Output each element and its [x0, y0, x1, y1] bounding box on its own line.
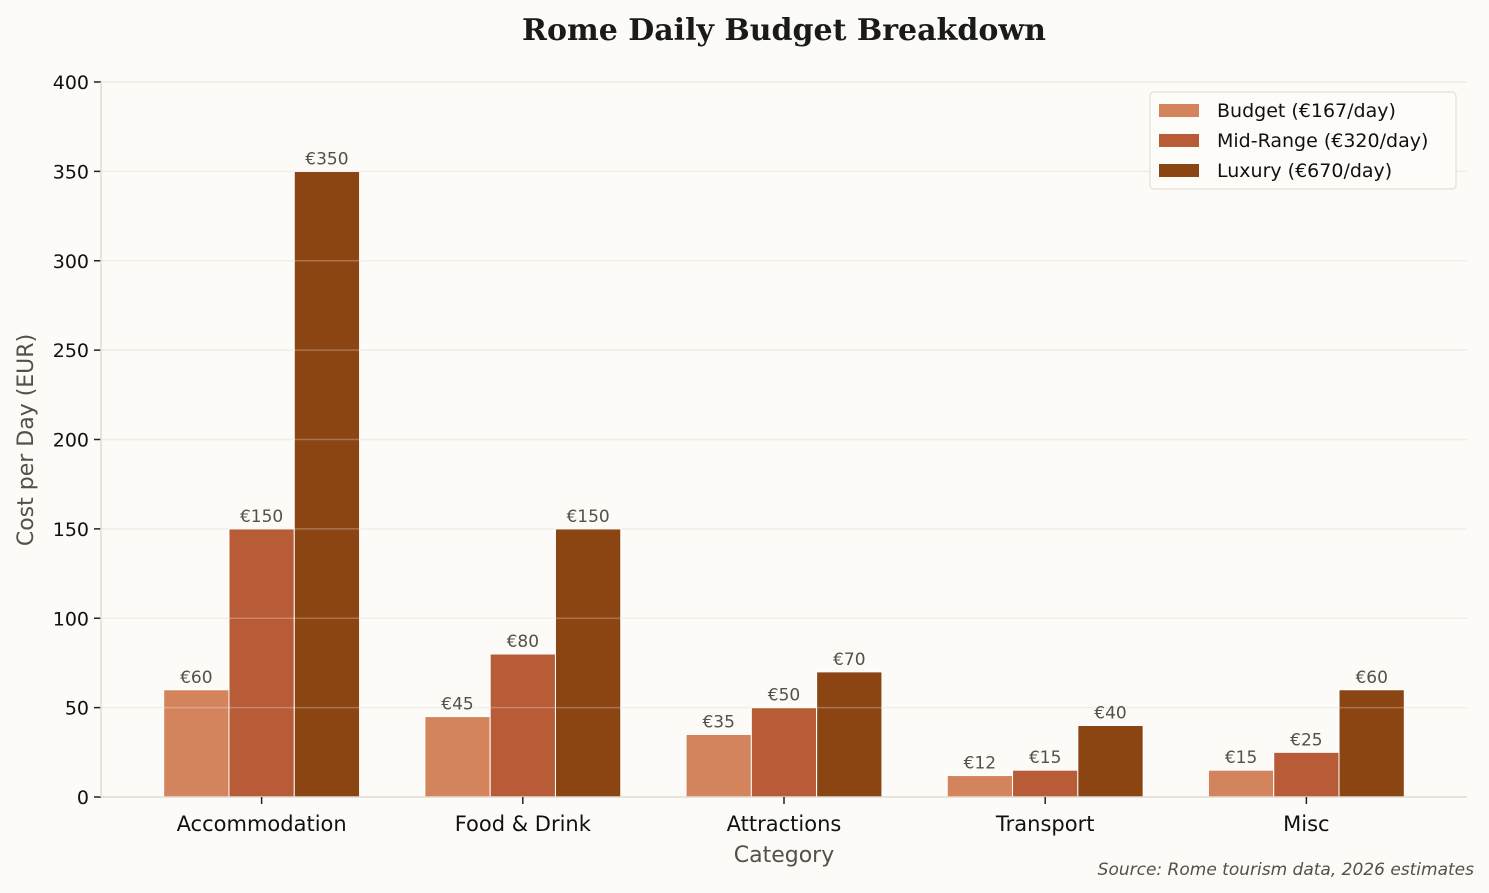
bar	[1077, 725, 1144, 798]
bar	[424, 716, 491, 798]
bar	[1273, 751, 1340, 798]
y-tick-label: 300	[53, 251, 89, 273]
data-label: €150	[566, 507, 609, 527]
data-label: €25	[1290, 730, 1322, 750]
bar	[163, 689, 230, 798]
bar	[750, 707, 818, 798]
x-axis-label: Category	[734, 843, 835, 868]
y-tick-label: 250	[53, 340, 89, 362]
legend-swatch	[1159, 104, 1199, 117]
data-label: €60	[1355, 668, 1387, 688]
legend-swatch	[1159, 134, 1199, 147]
legend-label: Budget (€167/day)	[1217, 100, 1396, 122]
y-tick-label: 100	[53, 608, 89, 630]
data-labels: €60 €45 €35 €12 €15 €150 €80 €50 €15 €25 €350 €150 €…	[180, 149, 1388, 773]
bar	[554, 528, 622, 798]
legend-label: Mid-Range (€320/day)	[1217, 130, 1428, 152]
data-label: €350	[305, 149, 348, 169]
bar	[1338, 689, 1405, 798]
data-label: €15	[1029, 748, 1061, 768]
y-tick-label: 200	[53, 430, 89, 452]
data-label: €150	[240, 507, 283, 527]
x-tick-label: Attractions	[727, 812, 842, 836]
bars	[163, 170, 1405, 798]
data-label: €70	[833, 650, 865, 670]
bar	[946, 775, 1014, 798]
data-label: €35	[702, 712, 734, 732]
x-tick-label: Misc	[1283, 812, 1329, 836]
data-label: €60	[180, 668, 212, 688]
data-label: €50	[768, 686, 800, 706]
legend: Budget (€167/day) Mid-Range (€320/day) Lux…	[1149, 91, 1457, 190]
y-tick-label: 150	[53, 519, 89, 541]
bar	[685, 733, 752, 798]
data-label: €40	[1094, 704, 1126, 724]
data-label: €80	[507, 632, 539, 652]
y-tick-label: 0	[77, 787, 89, 809]
x-tick-label: Food & Drink	[455, 812, 592, 836]
chart-title: Rome Daily Budget Breakdown	[522, 13, 1046, 48]
bar	[816, 671, 883, 798]
legend-label: Luxury (€670/day)	[1217, 160, 1392, 182]
data-label: €15	[1225, 748, 1257, 768]
x-tick-label: Transport	[995, 812, 1095, 836]
y-tick-label: 350	[53, 161, 89, 183]
axes: 0 50 100 150 200 250 300 350 400 Accommodation Foo…	[53, 72, 1467, 836]
bar	[228, 528, 295, 798]
bar	[489, 653, 556, 798]
legend-box	[1149, 91, 1457, 190]
y-tick-label: 400	[53, 72, 89, 94]
grid-overlay	[101, 81, 1467, 709]
y-axis-label: Cost per Day (EUR)	[14, 334, 39, 546]
bar	[1207, 769, 1275, 798]
data-label: €45	[441, 695, 473, 715]
y-tick-label: 50	[65, 698, 89, 720]
bar	[293, 170, 361, 798]
bar	[1012, 769, 1079, 798]
source-annotation: Source: Rome tourism data, 2026 estimate…	[1098, 860, 1474, 880]
data-label: €12	[964, 754, 996, 774]
x-tick-label: Accommodation	[177, 812, 347, 836]
legend-swatch	[1159, 164, 1199, 177]
